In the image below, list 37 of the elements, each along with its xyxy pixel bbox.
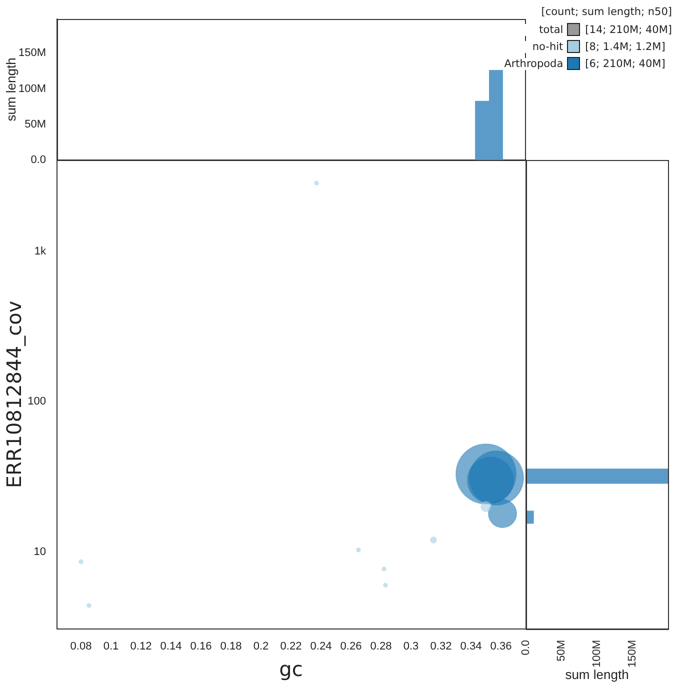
x-tick-label: 50M <box>556 640 568 662</box>
x-tick-label: 0.2 <box>253 640 269 653</box>
x-tick-label: 0.3 <box>403 640 419 653</box>
y-tick-label: 1k <box>34 245 46 258</box>
x-tick-label: 0.1 <box>103 640 119 653</box>
x-tick-label: 0.18 <box>220 640 242 653</box>
x-tick-label: 0.0 <box>520 640 532 656</box>
text: [6; 210M; 40M] <box>585 58 666 70</box>
y-axis-title: ERR10812844_cov <box>2 300 26 488</box>
x-tick-label: 100M <box>591 640 604 668</box>
x-tick-label: 0.14 <box>160 640 182 653</box>
x-tick-label: 0.16 <box>190 640 212 653</box>
y-tick-label: 150M <box>18 47 46 60</box>
x-tick-label: 150M <box>626 640 639 668</box>
y-tick-label: 100M <box>18 82 46 95</box>
x-axis-title: sum length <box>565 666 629 682</box>
legend-label: no-hit <box>477 40 564 52</box>
legend-label: Arthropoda <box>477 58 564 70</box>
x-tick-label: 0.12 <box>130 640 152 653</box>
x-tick-label: 0.08 <box>70 640 92 653</box>
x-tick-label: 0.34 <box>460 640 482 653</box>
y-tick-label: 0.0 <box>30 154 46 166</box>
y-axis-title: sum length <box>3 58 18 122</box>
x-tick-label: 0.28 <box>370 640 392 653</box>
y-tick-label: 50M <box>24 118 46 130</box>
legend-title: [count; sum length; n50] <box>540 6 672 18</box>
x-tick-label: 0.36 <box>490 640 512 653</box>
text: [14; 210M; 40M] <box>585 24 672 36</box>
y-tick-label: 10 <box>34 546 46 558</box>
y-tick-label: 100 <box>28 396 46 408</box>
x-tick-label: 0.26 <box>340 640 362 653</box>
text: [8; 1.4M; 1.2M] <box>585 40 666 52</box>
legend-label: total <box>477 24 564 36</box>
x-tick-label: 0.24 <box>310 640 332 653</box>
x-tick-label: 0.32 <box>430 640 452 653</box>
x-tick-label: 0.22 <box>280 640 302 653</box>
x-axis-title: gc <box>279 657 303 682</box>
